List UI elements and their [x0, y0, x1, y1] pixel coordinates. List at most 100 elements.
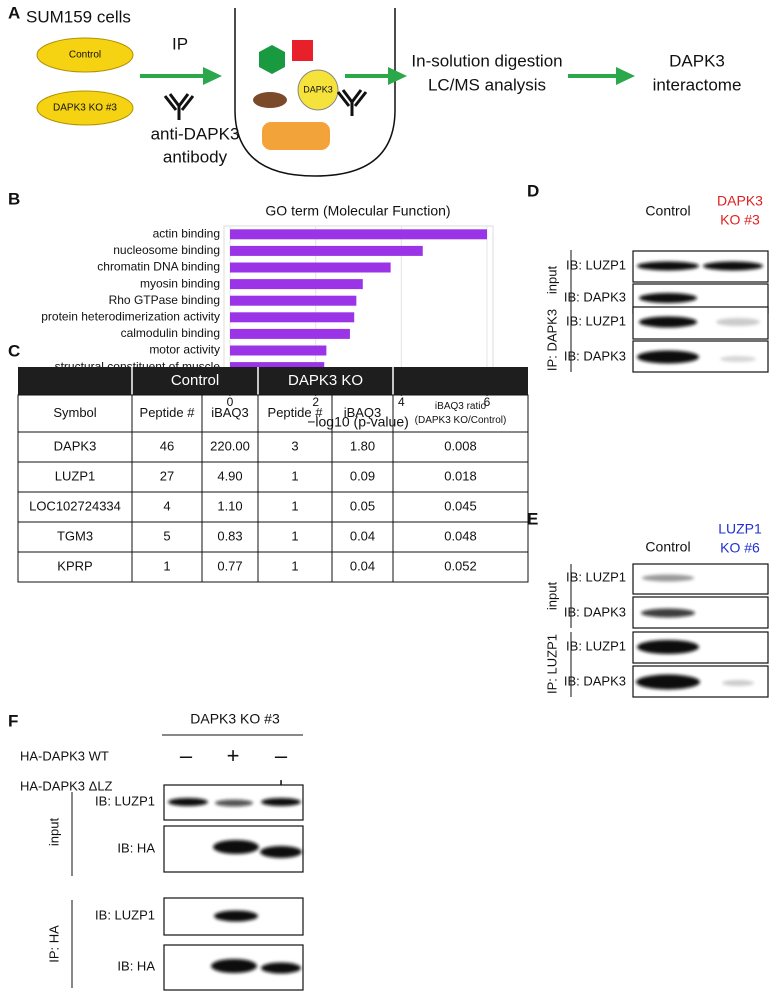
- table-cell: KPRP: [57, 558, 92, 573]
- bar: [229, 312, 355, 323]
- column-header: iBAQ3: [211, 405, 249, 420]
- bar: [229, 345, 327, 356]
- x-tick-label: 0: [227, 395, 234, 409]
- band: [703, 261, 763, 271]
- result: interactome: [653, 75, 742, 94]
- antibody-icon: [336, 89, 368, 116]
- group-label: input: [544, 582, 559, 611]
- group-label: IP: LUZP1: [544, 634, 559, 694]
- y-tick-label: calmodulin binding: [121, 326, 220, 340]
- blot-label: IB: LUZP1: [95, 907, 155, 922]
- table-cell: 4: [163, 498, 170, 513]
- table-cell: 0.018: [444, 468, 477, 483]
- protein-shape: [292, 40, 313, 61]
- y-tick-label: protein heterodimerization activity: [41, 309, 220, 323]
- x-tick-label: 4: [398, 395, 405, 409]
- table-cell: 1: [291, 558, 298, 573]
- sample-ellipse: [36, 37, 134, 73]
- antibody-icon: [163, 93, 195, 120]
- blot-label: IB: HA: [117, 840, 155, 855]
- bar: [229, 245, 423, 256]
- band: [636, 674, 700, 690]
- sample: DAPK3 KO #3: [53, 103, 117, 114]
- band: [639, 293, 697, 303]
- panel-label: E: [527, 509, 538, 528]
- blot-label: IB: LUZP1: [566, 638, 626, 653]
- blot-label: IB: LUZP1: [566, 257, 626, 272]
- y-tick-label: myosin binding: [140, 276, 220, 290]
- band: [214, 910, 258, 922]
- step: LC/MS analysis: [428, 75, 546, 94]
- blot-label: IB: LUZP1: [95, 793, 155, 808]
- bar: [229, 328, 350, 339]
- panel-label: A: [8, 3, 20, 22]
- group-label: IP: HA: [46, 925, 61, 963]
- table-cell: 0.77: [217, 558, 242, 573]
- x-tick-label: 6: [484, 395, 491, 409]
- table-cell: DAPK3: [54, 438, 97, 453]
- arrowhead: [616, 67, 635, 85]
- table-cell: 3: [291, 438, 298, 453]
- band: [637, 261, 699, 271]
- blot-label: IB: HA: [117, 958, 155, 973]
- panel-label: C: [8, 341, 20, 360]
- panel-label: D: [527, 181, 539, 200]
- group-label: input: [46, 818, 61, 847]
- group-label: input: [544, 266, 559, 295]
- lane-sign: +: [227, 743, 240, 768]
- table-cell: LUZP1: [55, 468, 95, 483]
- band: [637, 350, 699, 364]
- result: DAPK3: [669, 51, 725, 70]
- table-cell: LOC102724334: [29, 498, 121, 513]
- band: [639, 316, 697, 328]
- blot-label: IB: DAPK3: [564, 673, 626, 688]
- blot-label: IB: LUZP1: [566, 569, 626, 584]
- bait-label: DAPK3: [303, 84, 333, 94]
- column-header: iBAQ3 ratio: [435, 401, 487, 412]
- band: [260, 846, 302, 858]
- bar: [229, 229, 488, 240]
- table-cell: 0.045: [444, 498, 477, 513]
- group-header: DAPK3 KO: [288, 372, 363, 389]
- condition: HA-DAPK3 WT: [20, 748, 109, 763]
- panel-label: B: [8, 189, 20, 208]
- chart-title: GO term (Molecular Function): [265, 203, 450, 219]
- table-border: [17, 394, 529, 583]
- band: [642, 574, 694, 582]
- table-cell: 0.05: [350, 498, 375, 513]
- header-row: [18, 367, 528, 395]
- blot-label: IB: DAPK3: [564, 348, 626, 363]
- table-cell: 27: [160, 468, 174, 483]
- lane-sign: –: [180, 743, 193, 768]
- band: [215, 799, 253, 807]
- band: [641, 608, 695, 618]
- antibody-label: anti-DAPK3: [151, 124, 240, 143]
- x-tick-label: 2: [312, 395, 319, 409]
- table-cell: TGM3: [57, 528, 93, 543]
- column-header: Peptide #: [140, 405, 196, 420]
- y-tick-label: Rho GTPase binding: [109, 293, 220, 307]
- protein-shape: [262, 122, 330, 150]
- lane-label: LUZP1: [718, 521, 762, 537]
- table-cell: 1: [163, 558, 170, 573]
- table-cell: 220.00: [210, 438, 250, 453]
- group-header: Control: [171, 372, 219, 389]
- lane-label: Control: [645, 203, 690, 219]
- ip-label: IP: [172, 34, 188, 53]
- band: [168, 798, 208, 806]
- column-header: Peptide #: [268, 405, 324, 420]
- table-cell: 0.048: [444, 528, 477, 543]
- protein-shape: [259, 45, 285, 74]
- condition: HA-DAPK3 ΔLZ: [20, 778, 113, 793]
- y-tick-label: actin binding: [153, 226, 220, 240]
- blot-label: IB: DAPK3: [564, 604, 626, 619]
- table-cell: 4.90: [217, 468, 242, 483]
- table-cell: 0.008: [444, 438, 477, 453]
- band: [261, 798, 301, 806]
- lane-sign: –: [275, 743, 288, 768]
- table-cell: 1: [291, 528, 298, 543]
- column-header: Symbol: [53, 405, 96, 420]
- table-cell: 1: [291, 498, 298, 513]
- lane-label: KO #6: [720, 540, 760, 556]
